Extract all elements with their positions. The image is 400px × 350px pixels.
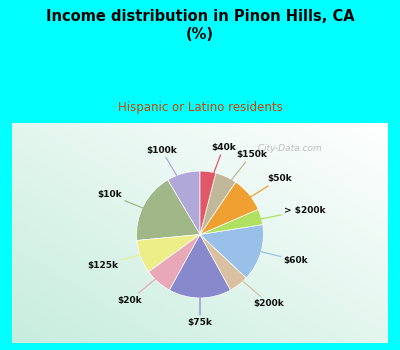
Wedge shape: [168, 171, 200, 235]
Text: Hispanic or Latino residents: Hispanic or Latino residents: [118, 102, 282, 114]
Text: $125k: $125k: [87, 248, 164, 270]
Wedge shape: [200, 225, 264, 278]
Text: $10k: $10k: [97, 190, 166, 217]
Text: $50k: $50k: [229, 174, 292, 210]
Text: $100k: $100k: [146, 146, 190, 198]
Wedge shape: [170, 234, 230, 298]
Wedge shape: [200, 182, 258, 234]
Text: > $200k: > $200k: [236, 205, 326, 224]
Text: Income distribution in Pinon Hills, CA
(%): Income distribution in Pinon Hills, CA (…: [46, 9, 354, 42]
Wedge shape: [136, 180, 200, 240]
Text: $200k: $200k: [223, 265, 284, 308]
Text: $75k: $75k: [188, 273, 212, 327]
Text: $60k: $60k: [236, 246, 308, 265]
Wedge shape: [200, 234, 246, 290]
Wedge shape: [200, 171, 216, 235]
Text: $20k: $20k: [118, 263, 175, 304]
Wedge shape: [149, 234, 200, 290]
Text: City-Data.com: City-Data.com: [252, 145, 321, 153]
Wedge shape: [137, 234, 200, 272]
Wedge shape: [200, 209, 263, 234]
Text: $150k: $150k: [216, 150, 267, 200]
Wedge shape: [200, 173, 236, 235]
Text: $40k: $40k: [205, 143, 236, 197]
